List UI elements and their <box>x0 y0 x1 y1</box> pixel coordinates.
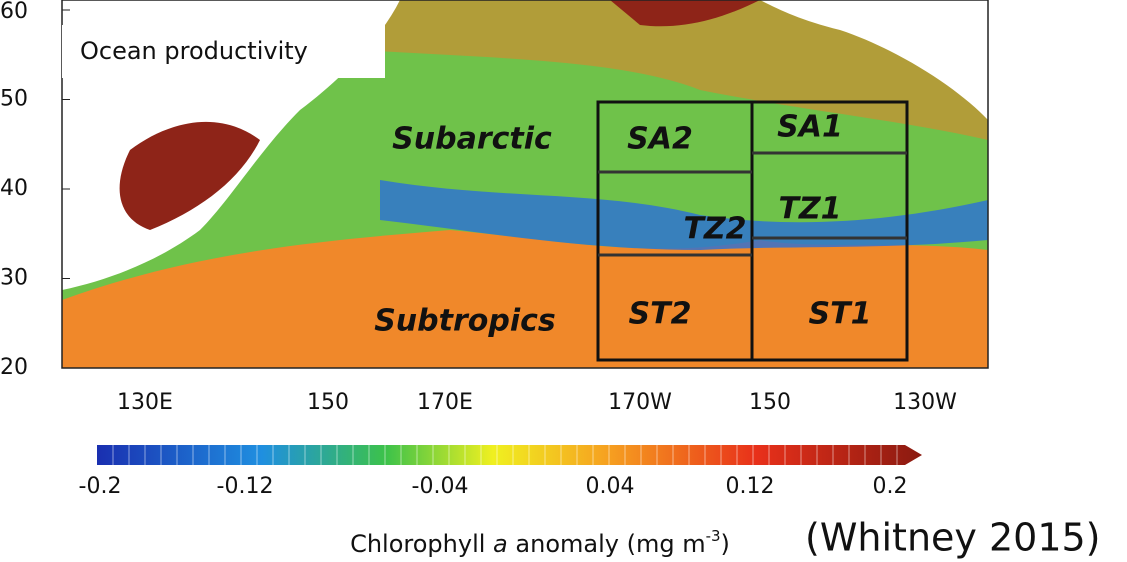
colorbar <box>97 445 922 465</box>
lat-tick-label: 30 <box>0 266 28 291</box>
lon-tick-label: 150 <box>749 390 791 415</box>
inset-box <box>62 25 385 78</box>
anomaly-patch <box>250 0 988 140</box>
colorbar-separators <box>112 445 898 465</box>
caption-part: Chlorophyll <box>350 530 485 558</box>
lon-tick-label: 170W <box>608 390 672 415</box>
lon-tick-label: 130E <box>117 390 173 415</box>
region-label: TZ1 <box>778 192 841 227</box>
lon-tick-label: 150 <box>307 390 349 415</box>
colorbar-ramp <box>97 445 922 465</box>
region-label: ST2 <box>629 297 692 332</box>
colorbar-tick-label: -0.2 <box>79 474 122 499</box>
region-label: SA1 <box>777 110 843 145</box>
map-frame <box>61 0 989 369</box>
colorbar-tick-label: 0.04 <box>586 474 635 499</box>
colorbar-caption: Chlorophyll a anomaly (mg m-3) <box>350 527 730 559</box>
colorbar-ticks: -0.2 -0.12 -0.04 0.04 0.12 0.2 <box>79 474 908 499</box>
region-label: SA2 <box>627 122 693 157</box>
region-label: Subtropics <box>374 304 556 339</box>
region-label: Subarctic <box>392 122 552 157</box>
caption-part: ) <box>721 530 730 558</box>
lat-tick-label: 50 <box>0 87 28 112</box>
colorbar-tick-label: -0.04 <box>412 474 469 499</box>
negative-band <box>380 180 988 250</box>
lon-ticks: 130E 150 170E 170W 150 130W <box>117 390 957 415</box>
citation: (Whitney 2015) <box>805 516 1101 560</box>
map-field <box>62 0 988 368</box>
land-america <box>760 0 988 120</box>
lon-tick-label: 130W <box>893 390 957 415</box>
bering-bloom <box>610 0 760 27</box>
region-labels: Subarctic Subtropics SA2 SA1 TZ2 TZ1 ST2 ST1 <box>374 110 871 339</box>
lon-tick-label: 170E <box>417 390 473 415</box>
caption-part: anomaly (mg m <box>515 530 705 558</box>
caption-part: -3 <box>706 527 721 545</box>
region-label: ST1 <box>809 297 872 332</box>
inset-label: Ocean productivity <box>80 37 308 65</box>
colorbar-tick-label: 0.12 <box>726 474 775 499</box>
region-boxes <box>596 100 909 362</box>
region-label: TZ2 <box>683 212 746 247</box>
colorbar-tick-label: -0.12 <box>217 474 274 499</box>
lat-tick-label: 40 <box>0 176 28 201</box>
lat-tick-label: 60 <box>0 0 28 24</box>
lat-tick-label: 20 <box>0 355 28 380</box>
coastal-bloom <box>119 121 260 230</box>
caption-part: a <box>493 530 508 558</box>
colorbar-tick-label: 0.2 <box>873 474 908 499</box>
lat-ticks: 60 50 40 30 20 <box>0 0 70 380</box>
